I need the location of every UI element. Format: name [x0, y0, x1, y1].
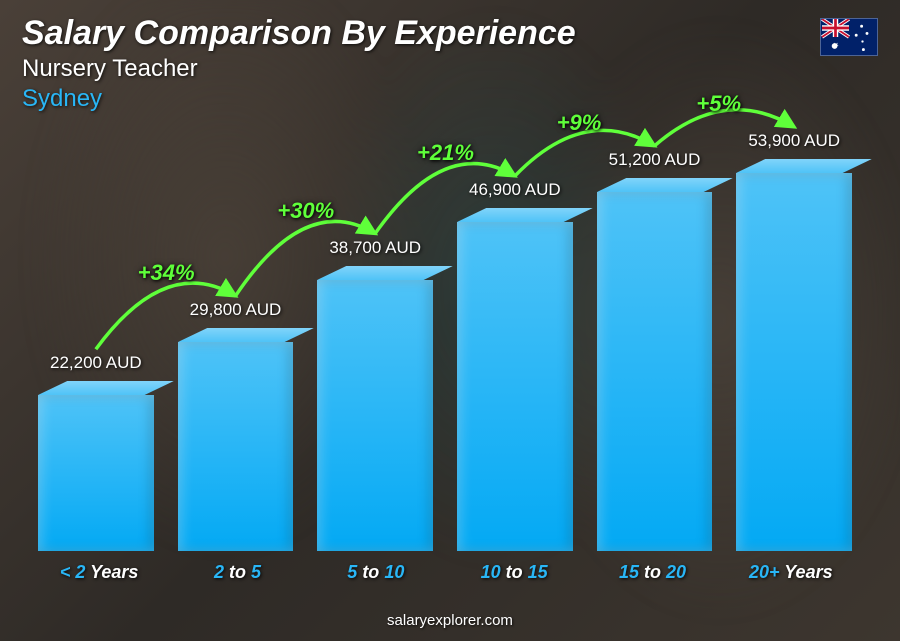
chart-title: Salary Comparison By Experience [22, 14, 878, 53]
bar-value-label: 51,200 AUD [609, 150, 701, 170]
bar-chart: 22,200 AUD 29,800 AUD 38,700 AUD 46,900 AUD… [30, 140, 860, 581]
bar-group: 22,200 AUD [30, 353, 162, 551]
percent-increase-label: +5% [696, 91, 741, 117]
bar-group: 53,900 AUD [728, 131, 860, 551]
x-axis-label: 10 to 15 [445, 562, 583, 583]
chart-subtitle: Nursery Teacher [22, 55, 878, 83]
x-axis-label: < 2 Years [30, 562, 168, 583]
bar-group: 38,700 AUD [309, 238, 441, 551]
bar [736, 173, 852, 551]
bar [178, 342, 294, 551]
percent-increase-label: +21% [417, 140, 474, 166]
percent-increase-label: +30% [277, 198, 334, 224]
flag-icon [820, 18, 878, 56]
bar-group: 51,200 AUD [589, 150, 721, 551]
x-axis-label: 2 to 5 [168, 562, 306, 583]
bar-value-label: 46,900 AUD [469, 180, 561, 200]
chart-location: Sydney [22, 85, 878, 113]
bar [38, 395, 154, 551]
bar-value-label: 22,200 AUD [50, 353, 142, 373]
x-axis-label: 15 to 20 [583, 562, 721, 583]
bar-group: 29,800 AUD [170, 300, 302, 551]
x-axis-label: 20+ Years [722, 562, 860, 583]
bar [597, 192, 713, 551]
bar-value-label: 38,700 AUD [329, 238, 421, 258]
header: Salary Comparison By Experience Nursery … [22, 14, 878, 113]
bar-value-label: 53,900 AUD [748, 131, 840, 151]
percent-increase-label: +34% [138, 260, 195, 286]
bar [457, 222, 573, 551]
percent-increase-label: +9% [557, 110, 602, 136]
bar [317, 280, 433, 551]
x-axis-label: 5 to 10 [307, 562, 445, 583]
bar-value-label: 29,800 AUD [190, 300, 282, 320]
bar-group: 46,900 AUD [449, 180, 581, 551]
footer-attribution: salaryexplorer.com [0, 612, 900, 629]
